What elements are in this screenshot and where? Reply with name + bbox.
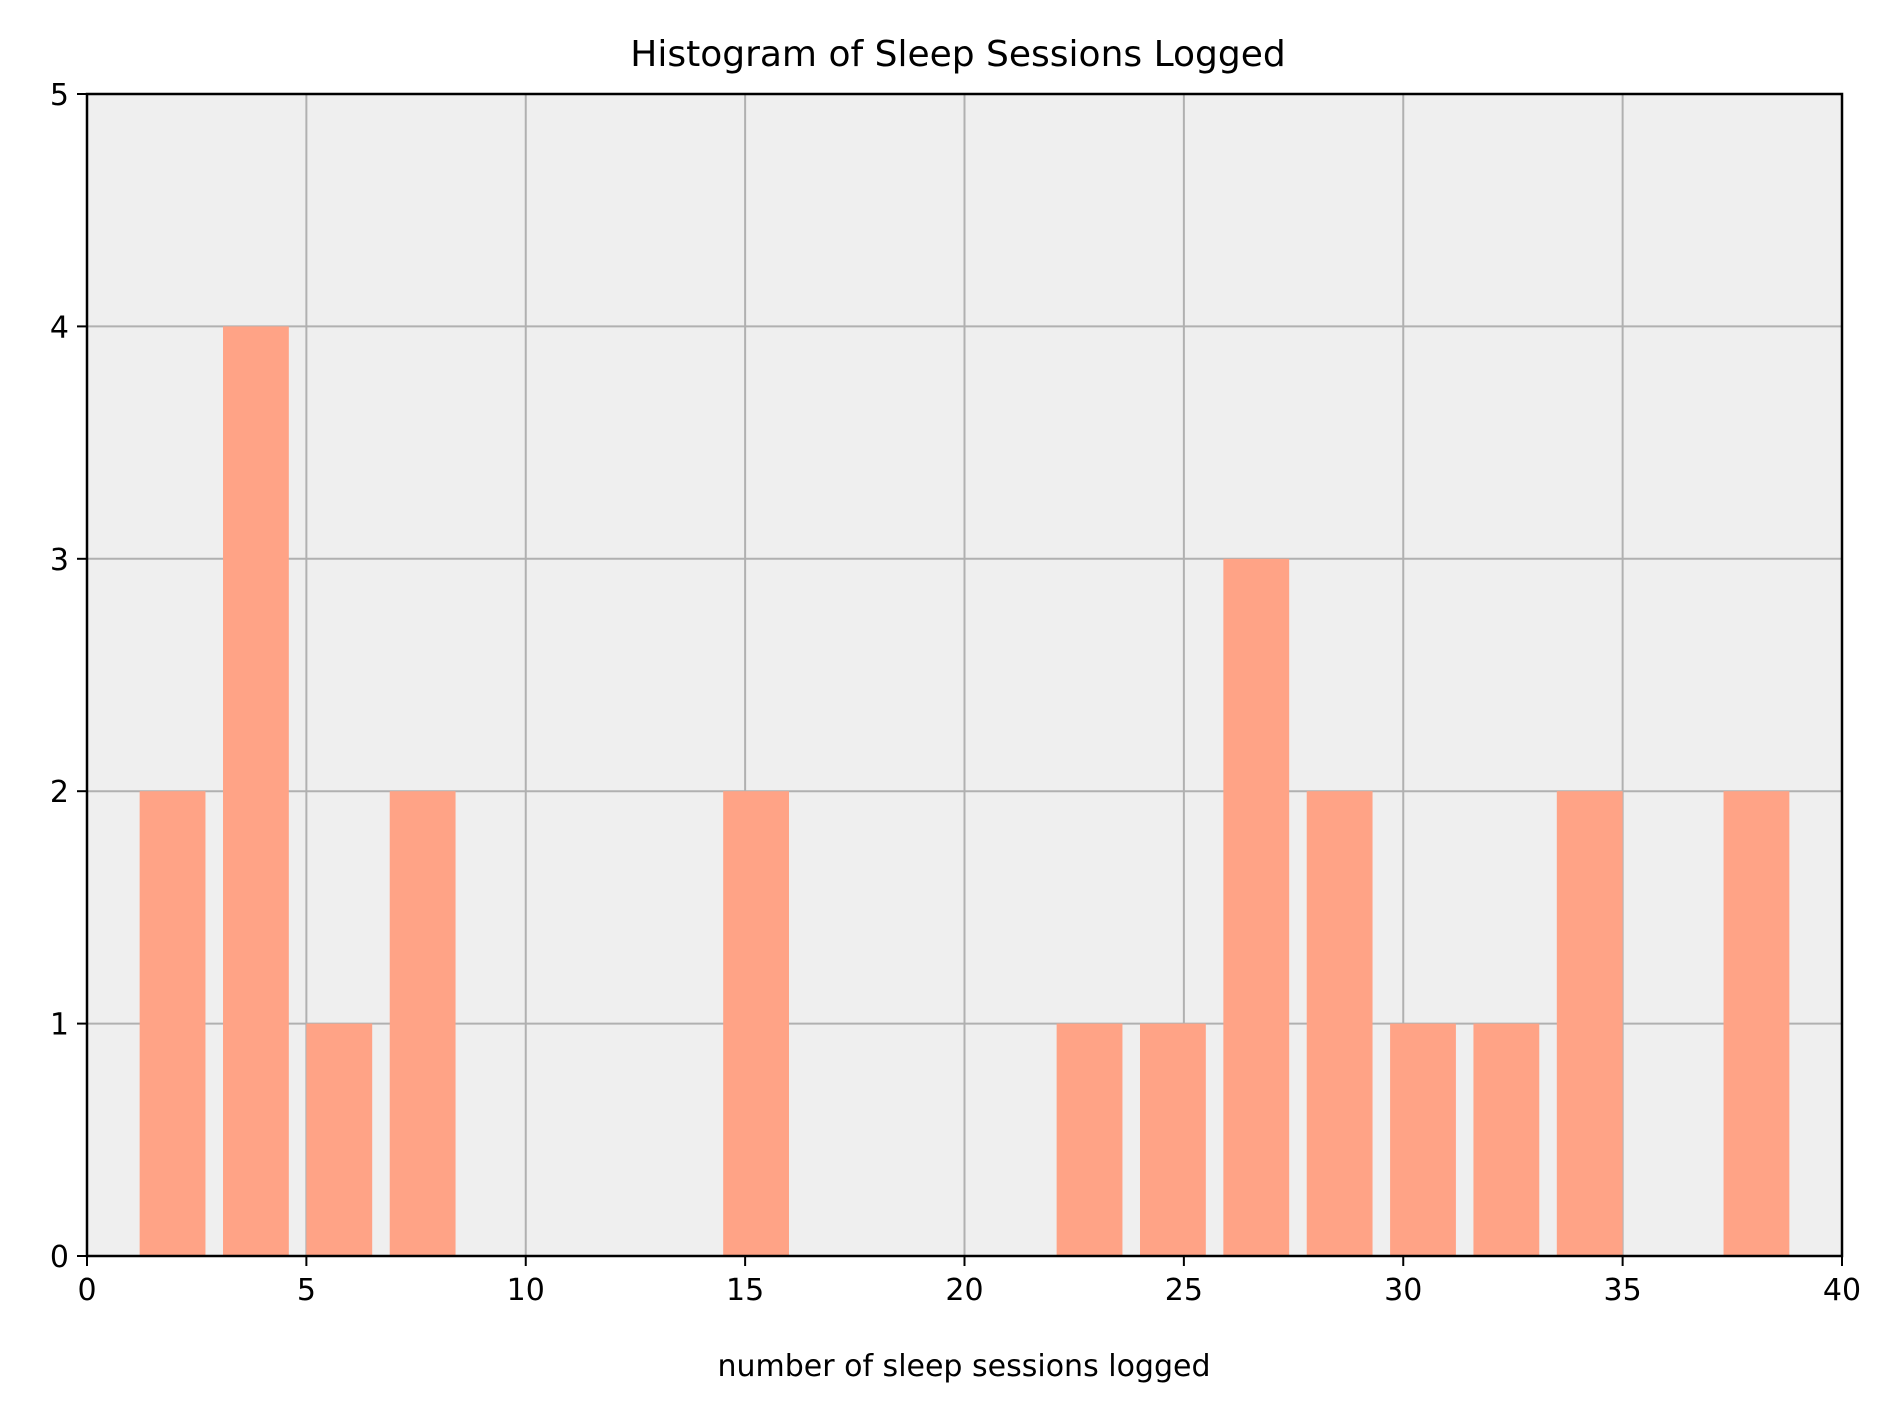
histogram-bar-9 [1390, 1023, 1456, 1256]
x-tick-label: 35 [1604, 1273, 1642, 1308]
y-tick-label: 3 [50, 543, 69, 578]
histogram-bars [139, 326, 1790, 1256]
x-tick-label: 5 [297, 1273, 316, 1308]
histogram-bar-5 [1056, 1023, 1123, 1256]
x-axis-label: number of sleep sessions logged [717, 1349, 1210, 1384]
y-tick-label: 0 [50, 1240, 69, 1275]
x-tick-label: 20 [945, 1273, 983, 1308]
y-tick-label: 2 [50, 775, 69, 810]
x-tick-label: 10 [507, 1273, 545, 1308]
x-axis-ticks: 0 5 10 15 20 25 30 35 40 [77, 1256, 1861, 1308]
histogram-bar-7 [1223, 558, 1290, 1256]
x-tick-label: 30 [1384, 1273, 1422, 1308]
y-tick-label: 4 [50, 310, 69, 345]
histogram-bar-4 [723, 791, 789, 1256]
histogram-bar-0 [139, 791, 206, 1256]
histogram-bar-2 [306, 1023, 373, 1256]
histogram-bar-1 [223, 326, 289, 1256]
histogram-bar-10 [1473, 1023, 1540, 1256]
x-tick-label: 25 [1165, 1273, 1203, 1308]
histogram-bar-6 [1140, 1023, 1206, 1256]
chart-title: Histogram of Sleep Sessions Logged [630, 34, 1286, 75]
y-tick-label: 5 [50, 78, 69, 113]
histogram-bar-11 [1556, 791, 1623, 1256]
x-tick-label: 15 [726, 1273, 764, 1308]
histogram-bar-3 [389, 791, 456, 1256]
histogram-bar-8 [1306, 791, 1373, 1256]
x-tick-label: 0 [77, 1273, 96, 1308]
histogram-bar-12 [1723, 791, 1790, 1256]
y-tick-label: 1 [50, 1008, 69, 1043]
y-axis-ticks: 0 1 2 3 4 5 [50, 78, 87, 1275]
x-tick-label: 40 [1823, 1273, 1861, 1308]
